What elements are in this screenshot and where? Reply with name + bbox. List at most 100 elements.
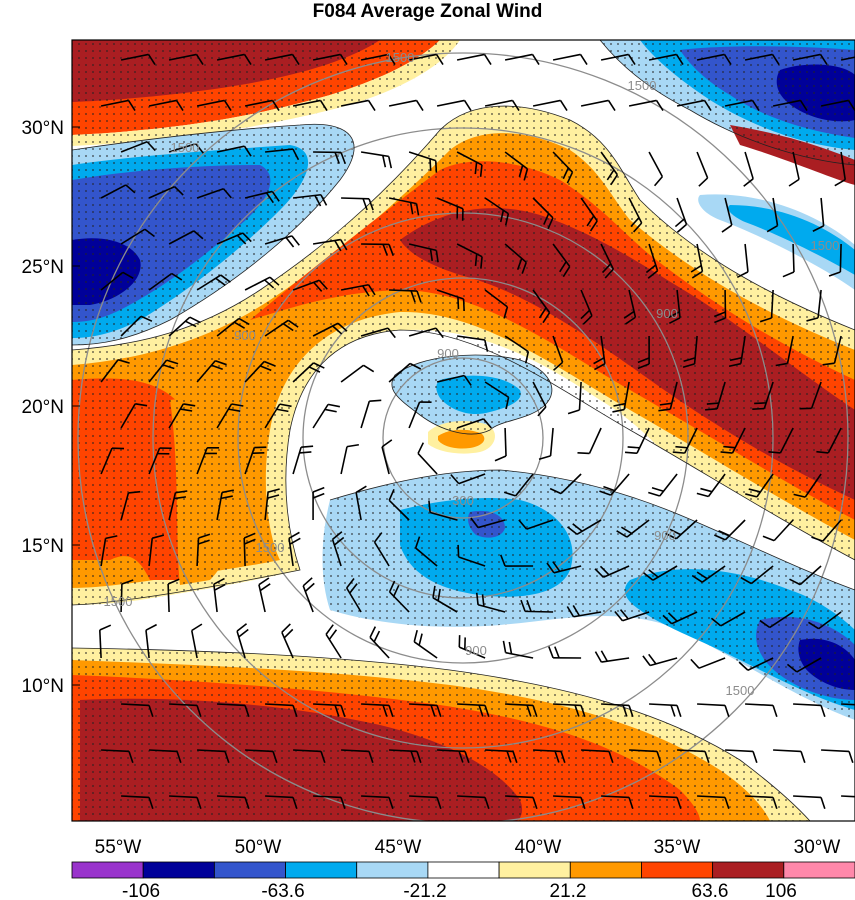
- wind-barb: [258, 577, 271, 613]
- wind-barb: [772, 99, 808, 111]
- wind-barb: [580, 289, 593, 325]
- wind-barb: [775, 335, 794, 367]
- wind-barb: [120, 579, 134, 613]
- wind-barb: [549, 473, 582, 495]
- wind-barb: [793, 473, 822, 498]
- wind-barb: [436, 197, 464, 221]
- wind-barb: [834, 151, 846, 187]
- wind-barb: [616, 519, 650, 538]
- wind-barb: [793, 703, 826, 718]
- wind-barb: [302, 577, 315, 613]
- wind-barb: [457, 703, 490, 718]
- ring-label: 300: [452, 493, 474, 508]
- wind-barb: [325, 624, 342, 659]
- wind-barb: [120, 141, 156, 153]
- stipple-south: [322, 470, 855, 720]
- wind-barb: [600, 151, 619, 186]
- wind-barb: [244, 190, 280, 204]
- wind-barb: [217, 703, 250, 718]
- colorbar-label: 106: [765, 881, 797, 900]
- wind-barb: [768, 427, 794, 454]
- wind-barb: [820, 99, 855, 111]
- wind-barb: [168, 490, 188, 521]
- wind-barb: [710, 611, 746, 627]
- wind-barb: [642, 653, 678, 667]
- wind-barb: [504, 151, 529, 181]
- wind-barb: [293, 749, 326, 764]
- plot-frame: [71, 39, 855, 822]
- wind-barb: [388, 488, 410, 521]
- wind-barb: [566, 605, 602, 618]
- longitude-label: 55°W: [95, 837, 142, 858]
- wind-barb: [762, 519, 794, 542]
- wind-barb: [637, 335, 650, 370]
- wind-barb: [745, 703, 778, 718]
- wind-barb: [408, 327, 444, 339]
- colorbar-label: -106: [122, 881, 160, 900]
- wind-barb: [484, 99, 520, 111]
- longitude-labels: 55°W 50°W 45°W 40°W 35°W 30°W: [95, 837, 841, 858]
- wind-barb: [264, 488, 280, 521]
- wind-barb: [414, 536, 438, 567]
- wind-barb: [744, 53, 780, 65]
- wind-barb: [725, 749, 758, 764]
- wind-barb: [724, 99, 760, 111]
- colorbar-swatch: [213, 861, 286, 879]
- wind-barb: [674, 197, 688, 233]
- wind-barb: [340, 283, 376, 297]
- wind-barb: [216, 317, 250, 337]
- wind-barb: [436, 289, 465, 312]
- wind-barb: [413, 629, 438, 659]
- wind-barb: [713, 289, 727, 324]
- wind-barb: [288, 531, 301, 567]
- wind-barb: [773, 749, 806, 764]
- wind-barb: [759, 289, 774, 323]
- colorbar-swatch: [783, 861, 855, 879]
- colorbar-label: 63.6: [692, 881, 729, 900]
- wind-barb: [649, 703, 682, 718]
- wind-barb: [436, 374, 472, 386]
- wind-barb: [567, 519, 602, 535]
- wind-barb: [265, 703, 298, 718]
- colorbar-label: 21.2: [550, 881, 587, 900]
- wind-barb: [821, 749, 854, 764]
- wind-barb: [264, 235, 300, 248]
- wind-barb: [728, 335, 746, 368]
- wind-barb: [841, 703, 855, 706]
- wind-barb: [408, 243, 439, 263]
- latitude-label: 10°N: [22, 676, 64, 697]
- wind-barb: [682, 335, 698, 368]
- longitude-label: 35°W: [654, 837, 701, 858]
- wind-barb: [408, 401, 432, 429]
- wind-barb: [369, 626, 390, 659]
- wind-barb: [811, 519, 842, 542]
- wind-barb: [502, 640, 534, 659]
- wind-barb: [292, 99, 328, 111]
- wind-barb: [696, 151, 709, 187]
- wind-barb: [538, 427, 554, 460]
- wind-barb: [658, 381, 678, 412]
- wind-barb: [196, 446, 220, 475]
- wind-barb: [381, 439, 393, 475]
- wind-barb: [121, 703, 154, 718]
- wind-barb: [196, 99, 232, 111]
- wind-barb: [577, 427, 602, 455]
- stipple-topright: [600, 40, 855, 165]
- wind-barb: [456, 151, 483, 177]
- wind-barb: [432, 585, 458, 613]
- wind-barb: [662, 611, 698, 625]
- wind-barb: [313, 151, 346, 165]
- wind-barb: [265, 148, 300, 161]
- wind-barb: [841, 795, 855, 798]
- wind-barb: [216, 232, 252, 245]
- wind-barb: [417, 442, 438, 475]
- wind-barb: [648, 473, 678, 497]
- wind-barb: [499, 554, 534, 567]
- wind-barb: [360, 399, 382, 429]
- wind-barb: [216, 53, 252, 65]
- wind-barb: [567, 381, 582, 415]
- wind-barb: [643, 565, 678, 581]
- wind-barb: [594, 565, 630, 579]
- wind-barb: [409, 703, 442, 718]
- wind-barb: [190, 623, 203, 659]
